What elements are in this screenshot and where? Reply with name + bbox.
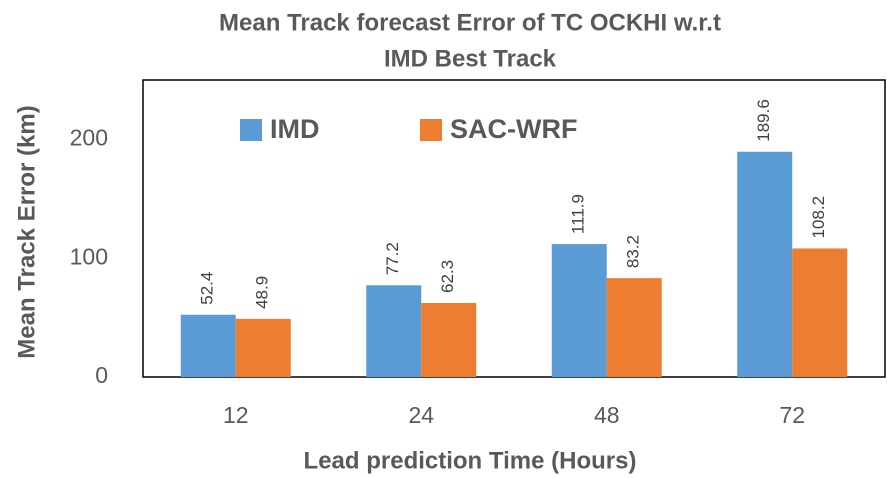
value-label: 83.2 xyxy=(624,235,643,268)
bar xyxy=(606,278,662,377)
x-tick-label: 72 xyxy=(779,402,805,428)
chart-title: IMD Best Track xyxy=(384,45,557,72)
y-tick-label: 100 xyxy=(70,243,108,269)
x-tick-label: 12 xyxy=(223,402,249,428)
bar xyxy=(551,244,607,377)
x-tick-label: 48 xyxy=(594,402,620,428)
value-label: 52.4 xyxy=(198,272,217,305)
bar xyxy=(737,151,793,377)
bar xyxy=(421,302,477,377)
x-axis-label: Lead prediction Time (Hours) xyxy=(304,447,637,474)
value-label: 189.6 xyxy=(754,99,773,142)
bar xyxy=(792,248,848,377)
value-label: 48.9 xyxy=(253,276,272,309)
bar xyxy=(235,318,291,377)
legend-swatch xyxy=(420,119,442,141)
y-axis-label: Mean Track Error (km) xyxy=(13,105,40,358)
x-tick-label: 24 xyxy=(408,402,434,428)
y-tick-label: 200 xyxy=(70,124,108,150)
legend-label: IMD xyxy=(270,114,320,144)
value-label: 77.2 xyxy=(383,242,402,275)
value-label: 111.9 xyxy=(569,194,588,234)
y-tick-label: 0 xyxy=(95,362,108,388)
value-label: 62.3 xyxy=(438,260,457,293)
legend-swatch xyxy=(240,119,262,141)
chart-title: Mean Track forecast Error of TC OCKHI w.… xyxy=(219,9,721,36)
bar xyxy=(366,285,422,377)
bar xyxy=(180,314,236,377)
legend-label: SAC-WRF xyxy=(450,114,577,144)
value-label: 108.2 xyxy=(809,196,828,239)
plot-frame xyxy=(142,79,886,378)
